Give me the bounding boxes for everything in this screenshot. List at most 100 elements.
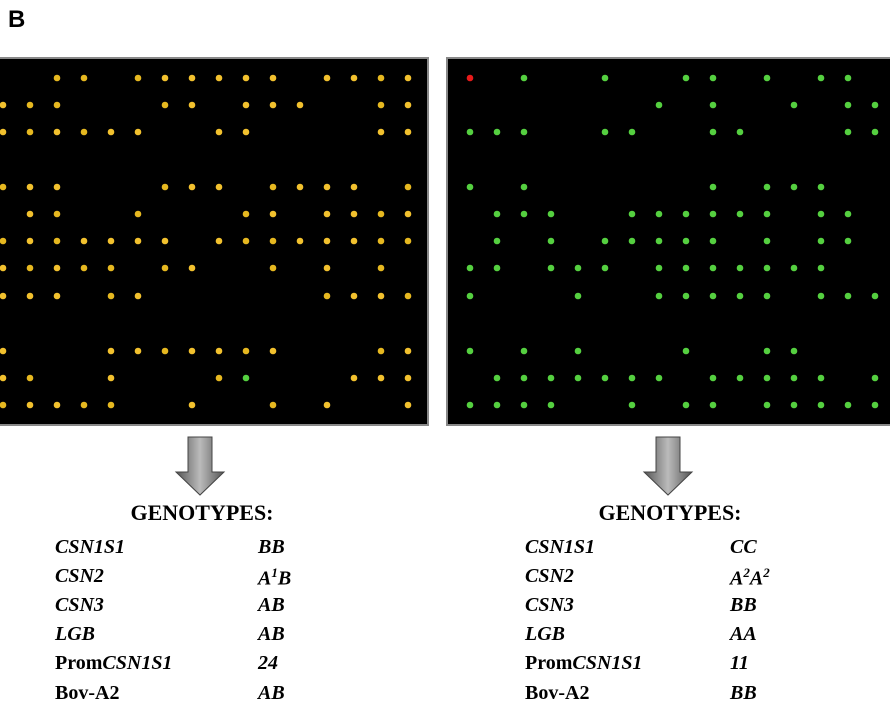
spot bbox=[351, 293, 358, 300]
spot bbox=[575, 348, 582, 355]
spot bbox=[575, 265, 582, 272]
spot bbox=[270, 75, 277, 82]
text-segment: B bbox=[278, 568, 291, 590]
spot bbox=[0, 348, 6, 355]
spot bbox=[108, 238, 115, 245]
spot bbox=[270, 211, 277, 218]
spot bbox=[818, 184, 825, 191]
spot bbox=[0, 293, 6, 300]
text-segment: BB bbox=[730, 682, 757, 704]
arrow bbox=[176, 437, 224, 495]
spot bbox=[521, 129, 528, 136]
genotype: 11 bbox=[730, 652, 749, 675]
spot bbox=[818, 375, 825, 382]
spot bbox=[872, 293, 879, 300]
locus: PromCSN1S1 bbox=[55, 652, 172, 675]
text-segment: 2 bbox=[763, 565, 770, 580]
spot bbox=[324, 75, 331, 82]
spot bbox=[602, 375, 609, 382]
spot bbox=[297, 238, 304, 245]
spot bbox=[683, 293, 690, 300]
spot bbox=[467, 184, 474, 191]
spot bbox=[405, 293, 412, 300]
spot bbox=[548, 375, 555, 382]
spot bbox=[27, 293, 34, 300]
spot bbox=[683, 402, 690, 409]
spot bbox=[737, 375, 744, 382]
text-segment: LGB bbox=[525, 623, 565, 645]
spot bbox=[54, 293, 61, 300]
spot bbox=[710, 375, 717, 382]
spot bbox=[710, 211, 717, 218]
spot bbox=[683, 348, 690, 355]
spot bbox=[737, 129, 744, 136]
spot bbox=[81, 129, 88, 136]
genotypes-heading: GENOTYPES: bbox=[540, 500, 800, 526]
spot bbox=[108, 129, 115, 136]
locus: LGB bbox=[55, 623, 95, 646]
spot bbox=[845, 211, 852, 218]
spot bbox=[791, 102, 798, 109]
locus: PromCSN1S1 bbox=[525, 652, 642, 675]
spot bbox=[270, 348, 277, 355]
spot bbox=[710, 75, 717, 82]
array-image bbox=[0, 58, 428, 425]
spot bbox=[270, 102, 277, 109]
spot bbox=[494, 129, 501, 136]
genotype: 24 bbox=[258, 652, 278, 675]
text-segment: CSN3 bbox=[525, 594, 574, 616]
locus: CSN3 bbox=[525, 594, 574, 617]
text-segment: 24 bbox=[258, 652, 278, 674]
spot bbox=[324, 265, 331, 272]
spot bbox=[81, 265, 88, 272]
spot bbox=[270, 184, 277, 191]
spot bbox=[270, 238, 277, 245]
genotypes-heading: GENOTYPES: bbox=[72, 500, 332, 526]
spot bbox=[845, 293, 852, 300]
spot bbox=[135, 75, 142, 82]
spot bbox=[135, 129, 142, 136]
spot bbox=[135, 293, 142, 300]
spot bbox=[189, 402, 196, 409]
spot bbox=[405, 102, 412, 109]
spot bbox=[818, 75, 825, 82]
locus: CSN2 bbox=[525, 565, 574, 588]
text-segment: Prom bbox=[525, 652, 572, 674]
spot bbox=[378, 265, 385, 272]
spot bbox=[27, 238, 34, 245]
spot bbox=[764, 402, 771, 409]
spot bbox=[0, 375, 6, 382]
spot bbox=[0, 184, 6, 191]
spot bbox=[54, 184, 61, 191]
genotype: AA bbox=[730, 623, 757, 646]
spot bbox=[548, 265, 555, 272]
spot bbox=[378, 102, 385, 109]
arrays bbox=[0, 0, 890, 500]
spot bbox=[764, 211, 771, 218]
text-segment: AA bbox=[730, 623, 757, 645]
spot bbox=[54, 265, 61, 272]
spot bbox=[324, 184, 331, 191]
spot bbox=[405, 75, 412, 82]
spot bbox=[27, 375, 34, 382]
spot bbox=[135, 211, 142, 218]
spot bbox=[162, 348, 169, 355]
spot bbox=[162, 184, 169, 191]
genotype: A2A2 bbox=[730, 565, 770, 591]
spot bbox=[189, 348, 196, 355]
spot bbox=[683, 265, 690, 272]
spot bbox=[467, 402, 474, 409]
spot bbox=[216, 348, 223, 355]
spot bbox=[324, 238, 331, 245]
spot bbox=[135, 238, 142, 245]
text-segment: CSN2 bbox=[525, 565, 574, 587]
spot bbox=[710, 102, 717, 109]
spot bbox=[189, 265, 196, 272]
spot bbox=[270, 402, 277, 409]
spot bbox=[243, 129, 250, 136]
spot bbox=[683, 238, 690, 245]
spot bbox=[0, 238, 6, 245]
spot bbox=[791, 375, 798, 382]
spot bbox=[845, 75, 852, 82]
locus: CSN3 bbox=[55, 594, 104, 617]
